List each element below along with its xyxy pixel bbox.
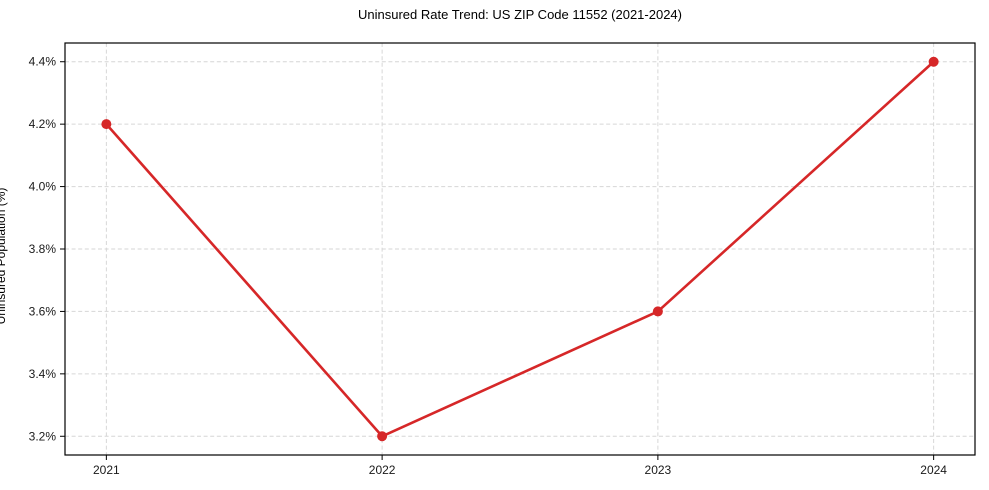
data-point-marker [377,431,388,442]
data-point-marker [101,119,112,130]
y-tick-label: 3.4% [29,367,57,381]
x-tick-label: 2021 [93,463,120,477]
y-tick-label: 3.6% [29,304,57,318]
trend-line [105,60,935,438]
x-tick-label: 2024 [920,463,947,477]
data-point-marker [652,306,663,317]
y-tick-label: 4.0% [29,180,57,194]
y-tick-label: 3.2% [29,429,57,443]
y-tick-label: 4.4% [29,55,57,69]
y-tick-label: 3.8% [29,242,57,256]
y-tick-label: 4.2% [29,117,57,131]
chart-title: Uninsured Rate Trend: US ZIP Code 11552 … [358,7,682,22]
x-tick-label: 2022 [369,463,396,477]
x-tick-label: 2023 [645,463,672,477]
data-point-marker [928,56,939,67]
